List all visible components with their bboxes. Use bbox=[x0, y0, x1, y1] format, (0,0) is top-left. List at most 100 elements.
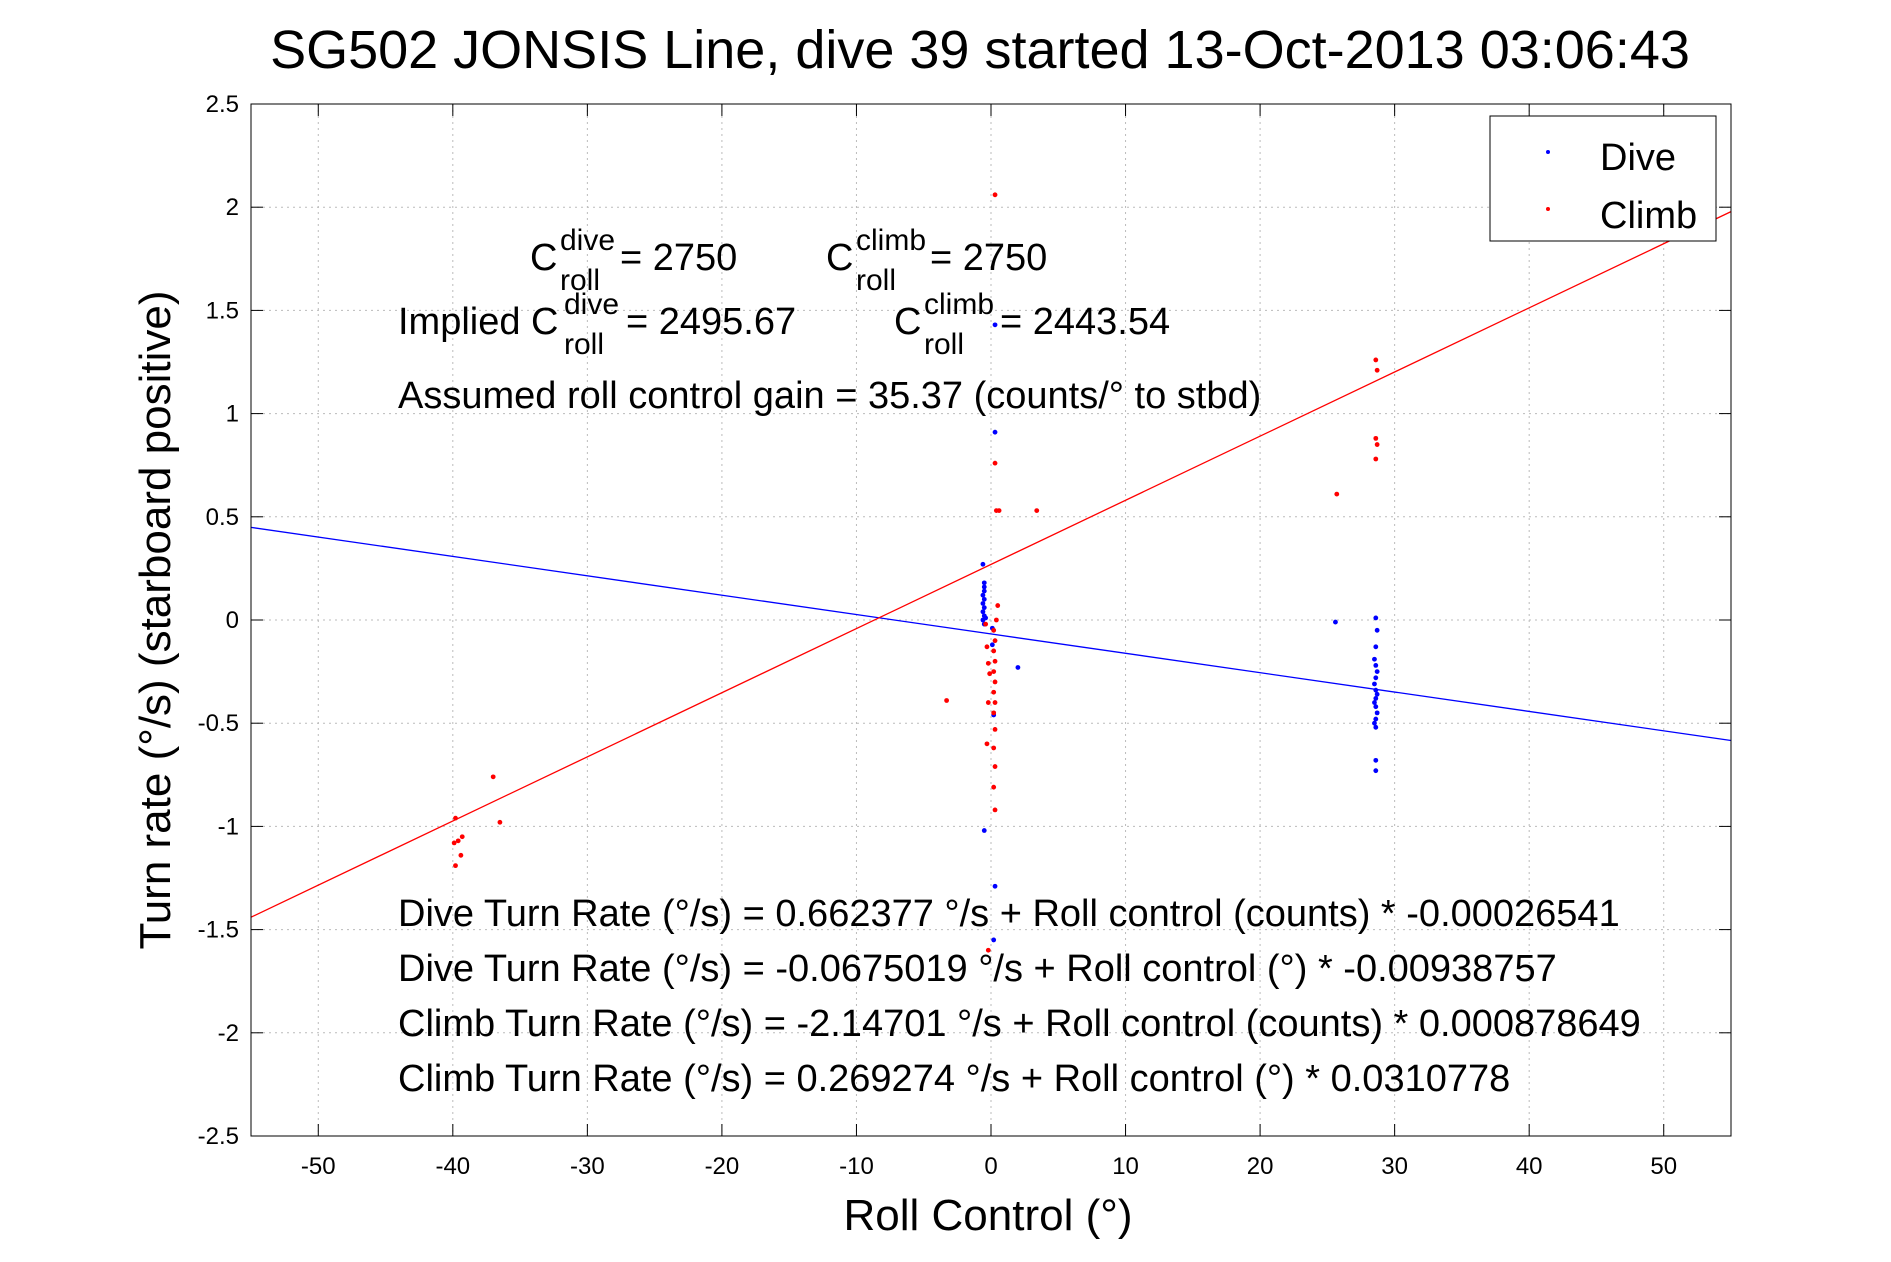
data-point bbox=[993, 617, 999, 623]
dive-counts-equation: Dive Turn Rate (°/s) = 0.662377 °/s + Ro… bbox=[398, 893, 1620, 935]
y-tick-label: 2.5 bbox=[206, 91, 239, 118]
data-point bbox=[1372, 681, 1377, 687]
implied-climb-sub: roll bbox=[924, 328, 964, 361]
data-point bbox=[992, 679, 998, 685]
legend-dive-label: Dive bbox=[1600, 137, 1676, 179]
data-point bbox=[991, 745, 997, 751]
data-point bbox=[1374, 669, 1380, 674]
dive-degrees-equation: Dive Turn Rate (°/s) = -0.0675019 °/s + … bbox=[398, 948, 1557, 990]
data-point bbox=[1373, 615, 1379, 621]
legend-box bbox=[1489, 115, 1717, 242]
x-tick-label: 20 bbox=[1247, 1153, 1274, 1180]
data-point bbox=[944, 698, 949, 703]
x-tick-label: -10 bbox=[839, 1153, 874, 1180]
data-point bbox=[453, 815, 458, 821]
data-point bbox=[996, 508, 1002, 514]
data-point bbox=[983, 615, 989, 621]
x-tick-label: 40 bbox=[1516, 1153, 1543, 1180]
x-tick-label: -40 bbox=[435, 1153, 470, 1180]
data-point bbox=[1373, 435, 1379, 441]
data-point bbox=[1374, 627, 1380, 633]
y-tick-label: -1.5 bbox=[198, 917, 239, 944]
data-point bbox=[1372, 700, 1377, 705]
y-tick-label: 2 bbox=[226, 194, 239, 221]
legend-climb-label: Climb bbox=[1600, 195, 1697, 237]
x-tick-label: 50 bbox=[1650, 1153, 1677, 1180]
c-climb-val: = 2750 bbox=[930, 237, 1047, 279]
data-point bbox=[490, 774, 496, 780]
implied-climb-val: = 2443.54 bbox=[1000, 301, 1170, 343]
x-tick-label: 30 bbox=[1381, 1153, 1408, 1180]
data-point bbox=[981, 605, 987, 611]
data-point bbox=[980, 601, 986, 606]
fit-line bbox=[250, 526, 1732, 742]
data-point bbox=[981, 584, 987, 590]
data-point bbox=[989, 642, 995, 648]
data-point bbox=[992, 807, 998, 813]
x-tick-label: -20 bbox=[705, 1153, 740, 1180]
legend-dive-marker bbox=[1546, 150, 1550, 154]
climb-degrees-equation: Climb Turn Rate (°/s) = 0.269274 °/s + R… bbox=[398, 1058, 1510, 1100]
data-points bbox=[451, 192, 1380, 953]
implied-c-roll-annotation: Implied C dive roll = 2495.67 C climb ro… bbox=[398, 288, 1170, 361]
data-point bbox=[991, 669, 997, 674]
legend-climb-marker bbox=[1546, 207, 1550, 211]
data-point bbox=[1373, 757, 1379, 763]
data-point bbox=[1334, 491, 1340, 497]
data-point bbox=[991, 689, 997, 695]
data-point bbox=[992, 638, 998, 644]
data-point bbox=[451, 840, 457, 846]
c-dive-base: C bbox=[530, 237, 557, 279]
data-point bbox=[985, 660, 991, 666]
y-tick-label: -2 bbox=[218, 1020, 239, 1047]
data-point bbox=[984, 644, 990, 650]
c-climb-base: C bbox=[826, 237, 853, 279]
data-point bbox=[1373, 663, 1379, 668]
data-point bbox=[992, 726, 998, 732]
data-point bbox=[1374, 367, 1380, 373]
data-point bbox=[1373, 456, 1379, 462]
x-axis-label: Roll Control (°) bbox=[844, 1191, 1133, 1240]
data-point bbox=[1373, 696, 1379, 701]
data-point bbox=[1373, 357, 1379, 363]
data-point bbox=[458, 852, 464, 858]
c-dive-val: = 2750 bbox=[620, 237, 737, 279]
c-climb-sup: climb bbox=[856, 224, 926, 257]
fit-line bbox=[250, 211, 1732, 918]
x-tick-label: 10 bbox=[1112, 1153, 1139, 1180]
data-point bbox=[980, 592, 986, 598]
climb-counts-equation: Climb Turn Rate (°/s) = -2.14701 °/s + R… bbox=[398, 1003, 1641, 1045]
data-point bbox=[1373, 724, 1379, 730]
data-point bbox=[992, 658, 998, 664]
data-point bbox=[992, 322, 998, 328]
data-point bbox=[1374, 691, 1380, 697]
implied-dive-val: = 2495.67 bbox=[626, 301, 796, 343]
c-roll-annotation: C dive roll = 2750 C climb roll = 2750 bbox=[530, 224, 1047, 297]
legend: Dive Climb bbox=[1489, 115, 1717, 242]
implied-dive-sub: roll bbox=[564, 328, 604, 361]
data-point bbox=[981, 580, 987, 586]
c-dive-sup: dive bbox=[560, 224, 615, 257]
data-point bbox=[1015, 665, 1021, 670]
data-point bbox=[981, 828, 987, 833]
c-dive-sub: roll bbox=[560, 264, 600, 297]
y-tick-label: 1 bbox=[226, 401, 239, 428]
data-point bbox=[995, 603, 1001, 608]
gain-annotation: Assumed roll control gain = 35.37 (count… bbox=[398, 375, 1261, 417]
x-tick-label: -50 bbox=[301, 1153, 336, 1180]
data-point bbox=[459, 834, 465, 840]
data-point bbox=[1373, 644, 1379, 650]
data-point bbox=[984, 741, 990, 747]
data-point bbox=[991, 710, 997, 716]
data-point bbox=[1372, 656, 1377, 662]
data-point bbox=[1374, 710, 1380, 716]
implied-dive-sup: dive bbox=[564, 288, 619, 321]
data-point bbox=[980, 561, 986, 567]
data-point bbox=[1373, 704, 1379, 710]
implied-climb-base: C bbox=[894, 301, 921, 343]
c-climb-sub: roll bbox=[856, 264, 896, 297]
data-point bbox=[992, 700, 998, 705]
chart-title: SG502 JONSIS Line, dive 39 started 13-Oc… bbox=[270, 20, 1690, 80]
data-point bbox=[981, 596, 987, 602]
